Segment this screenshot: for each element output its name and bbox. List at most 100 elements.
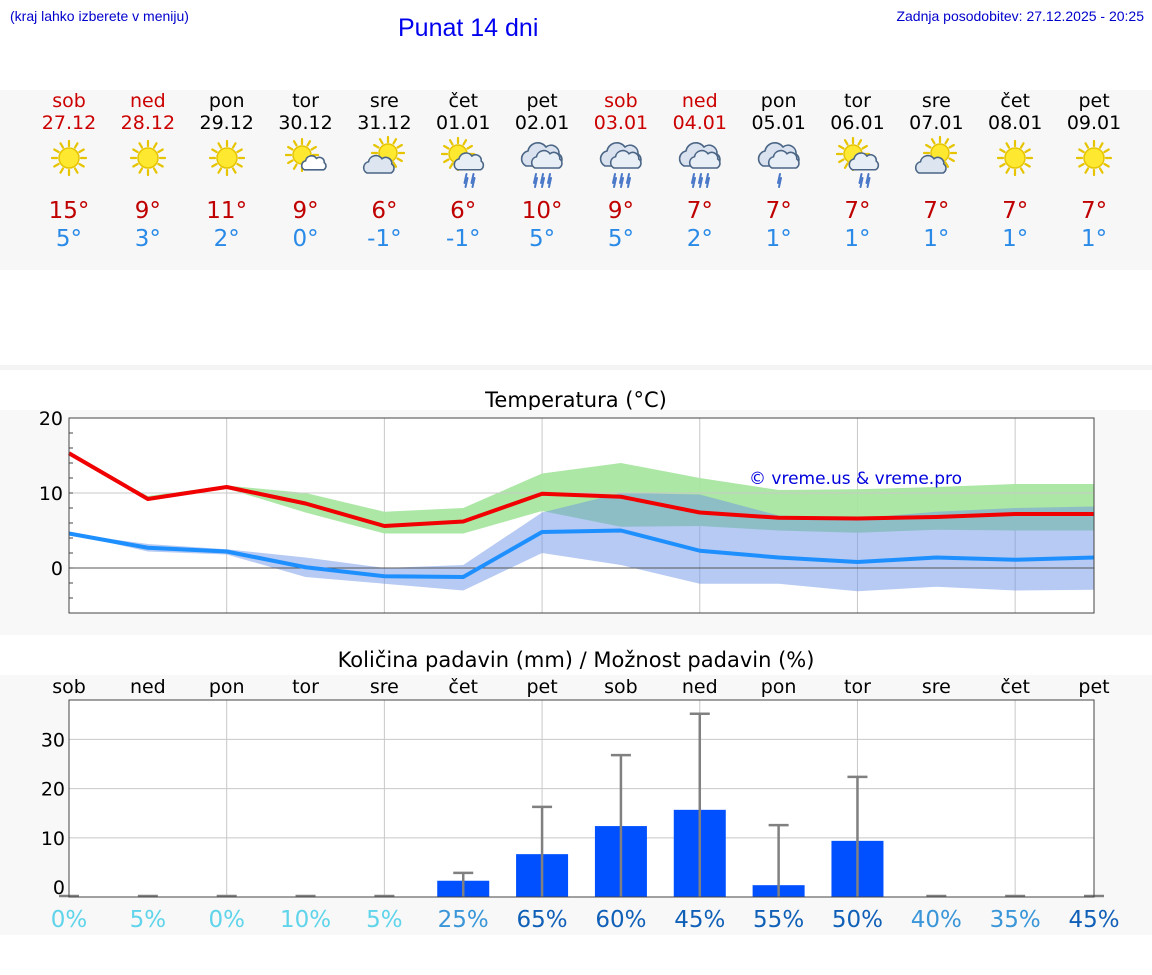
temp-max: 7° [686, 198, 713, 224]
temp-max: 9° [292, 198, 319, 224]
x-tick-label: pet [1078, 676, 1109, 698]
day-date: 08.01 [987, 112, 1043, 134]
day-date: 03.01 [593, 112, 649, 134]
x-tick-label: ned [682, 676, 718, 698]
sun-small-cloud-icon [284, 137, 327, 173]
temp-max: 7° [765, 198, 792, 224]
sun-icon [1075, 139, 1113, 177]
temp-min: 1° [1080, 226, 1108, 252]
temp-min: 2° [686, 226, 713, 252]
day-name: sob [52, 90, 86, 112]
precip-probability: 45% [1068, 907, 1119, 933]
precip-probability: 50% [832, 907, 883, 933]
location-hint: (kraj lahko izberete v meniju) [10, 8, 189, 24]
precip-probability: 10% [280, 907, 331, 933]
series-max-line [67, 451, 1094, 528]
min-range-band [69, 493, 1094, 592]
precip-probability: 0% [208, 907, 245, 933]
day-date: 09.01 [1066, 112, 1122, 134]
x-tick-label: sob [52, 676, 86, 698]
day-name: pon [760, 90, 797, 112]
y-tick-label: 30 [41, 729, 65, 751]
temp-min: 2° [213, 226, 240, 252]
day-name: čet [1000, 90, 1030, 112]
y-tick-label: 0 [53, 877, 65, 899]
precip-probability: 60% [595, 907, 646, 933]
sun-icon [129, 139, 166, 177]
temp-min: -1° [367, 226, 402, 252]
day-date: 01.01 [436, 112, 491, 134]
x-tick-label: pet [526, 676, 557, 698]
temp-max: 9° [134, 198, 161, 224]
temp-max: 6° [371, 198, 398, 224]
temp-max: 10° [521, 198, 563, 224]
precip-probability: 40% [911, 907, 962, 933]
y-tick-label: 10 [41, 828, 65, 850]
day-name: sre [921, 90, 951, 112]
precip-probability: 25% [438, 907, 489, 933]
day-date: 05.01 [751, 112, 806, 134]
sun-icon [997, 139, 1034, 177]
precip-probability: 45% [674, 907, 725, 933]
temp-max: 7° [1002, 198, 1029, 224]
sun-behind-cloud-icon [363, 135, 406, 174]
watermark-text: © vreme.us & vreme.pro [749, 469, 962, 489]
separator [0, 365, 1152, 370]
temp-max: 15° [48, 198, 90, 224]
sun-cloud-rain-icon [835, 136, 879, 188]
temp-min: 1° [923, 226, 950, 252]
day-name: tor [844, 90, 871, 112]
y-tick-label: 10 [39, 483, 63, 505]
cloud-rain-icon [599, 142, 642, 188]
precip-probability: 5% [130, 907, 167, 933]
day-date: 07.01 [909, 112, 964, 134]
temp-max: 7° [1080, 198, 1108, 224]
x-tick-label: sre [370, 676, 399, 698]
x-tick-label: tor [292, 676, 319, 698]
sun-behind-cloud-icon [915, 135, 958, 174]
cloud-rain-icon [520, 142, 563, 188]
temp-max: 6° [450, 198, 477, 224]
cloud-rain-icon [678, 142, 721, 188]
day-date: 28.12 [120, 112, 176, 134]
day-name: ned [681, 90, 718, 112]
x-tick-label: sob [604, 676, 638, 698]
day-date: 30.12 [278, 112, 333, 134]
temp-min: 0° [292, 226, 319, 252]
temp-max: 11° [206, 198, 248, 224]
temp-min: 5° [607, 226, 634, 252]
plot-area [69, 700, 1094, 897]
precipitation-chart-title: Količina padavin (mm) / Možnost padavin … [337, 648, 815, 672]
x-tick-label: čet [448, 676, 478, 698]
precip-probability: 5% [366, 907, 403, 933]
precip-probability: 35% [990, 907, 1041, 933]
temp-max: 9° [607, 198, 634, 224]
day-date: 04.01 [672, 112, 727, 134]
series-min-line [68, 528, 1095, 579]
daily-forecast: sob 27.12 15° 5° ned 28.12 9° 3° pon 29.12 11° 2° to… [0, 90, 1152, 270]
temp-min: 3° [134, 226, 161, 252]
temp-max: 7° [844, 198, 871, 224]
y-tick-label: 20 [41, 779, 65, 801]
temp-max: 7° [923, 198, 950, 224]
sun-icon [208, 139, 245, 177]
cloud-light-rain-icon [757, 142, 800, 188]
temp-min: 1° [844, 226, 871, 252]
day-name: tor [292, 90, 319, 112]
sun-cloud-rain-icon [441, 136, 485, 188]
temp-min: 5° [529, 226, 556, 252]
x-tick-label: tor [844, 676, 871, 698]
y-tick-label: 0 [51, 558, 63, 580]
x-tick-label: sre [922, 676, 951, 698]
temperature-chart-title-text: Temperatura (°C) [485, 388, 667, 412]
day-date: 02.01 [514, 112, 570, 134]
day-name: pet [526, 90, 558, 112]
x-tick-label: pon [761, 676, 797, 698]
temperature-chart: 0 10 20 © vreme.us & vreme.pro [0, 410, 1152, 635]
temp-min: -1° [446, 226, 481, 252]
day-name: pon [208, 90, 245, 112]
day-name: čet [448, 90, 479, 112]
precipitation-chart: sob ned pon tor sre čet pet sob ned pon tor sre čet p… [0, 675, 1152, 935]
precip-probability: 55% [753, 907, 804, 933]
last-update: Zadnja posodobitev: 27.12.2025 - 20:25 [896, 8, 1144, 24]
